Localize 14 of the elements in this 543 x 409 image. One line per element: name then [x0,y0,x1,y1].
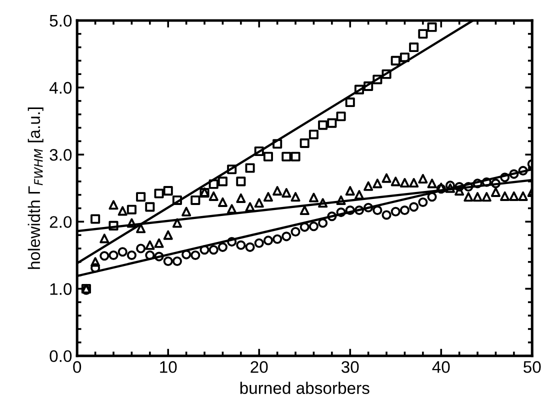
y-tick-label: 5.0 [50,14,72,27]
x-tick-label: 50 [524,361,541,373]
x-axis-title: burned absorbers [240,382,370,394]
x-tick-label: 10 [160,361,177,373]
x-tick-label: 0 [73,361,82,373]
x-tick-label: 30 [341,361,359,373]
x-tick-label: 40 [432,361,450,373]
y-axis-title: holewidth Γ$_{FWHM}$ [a.u.] [28,108,44,269]
y-tick-label: 1.0 [50,283,72,295]
y-tick-label: 0.0 [50,350,72,362]
y-tick-label: 2.0 [50,216,72,228]
x-tick-label: 20 [250,361,268,373]
y-tick-label: 4.0 [49,82,72,94]
y-tick-label: 3.0 [50,149,72,161]
